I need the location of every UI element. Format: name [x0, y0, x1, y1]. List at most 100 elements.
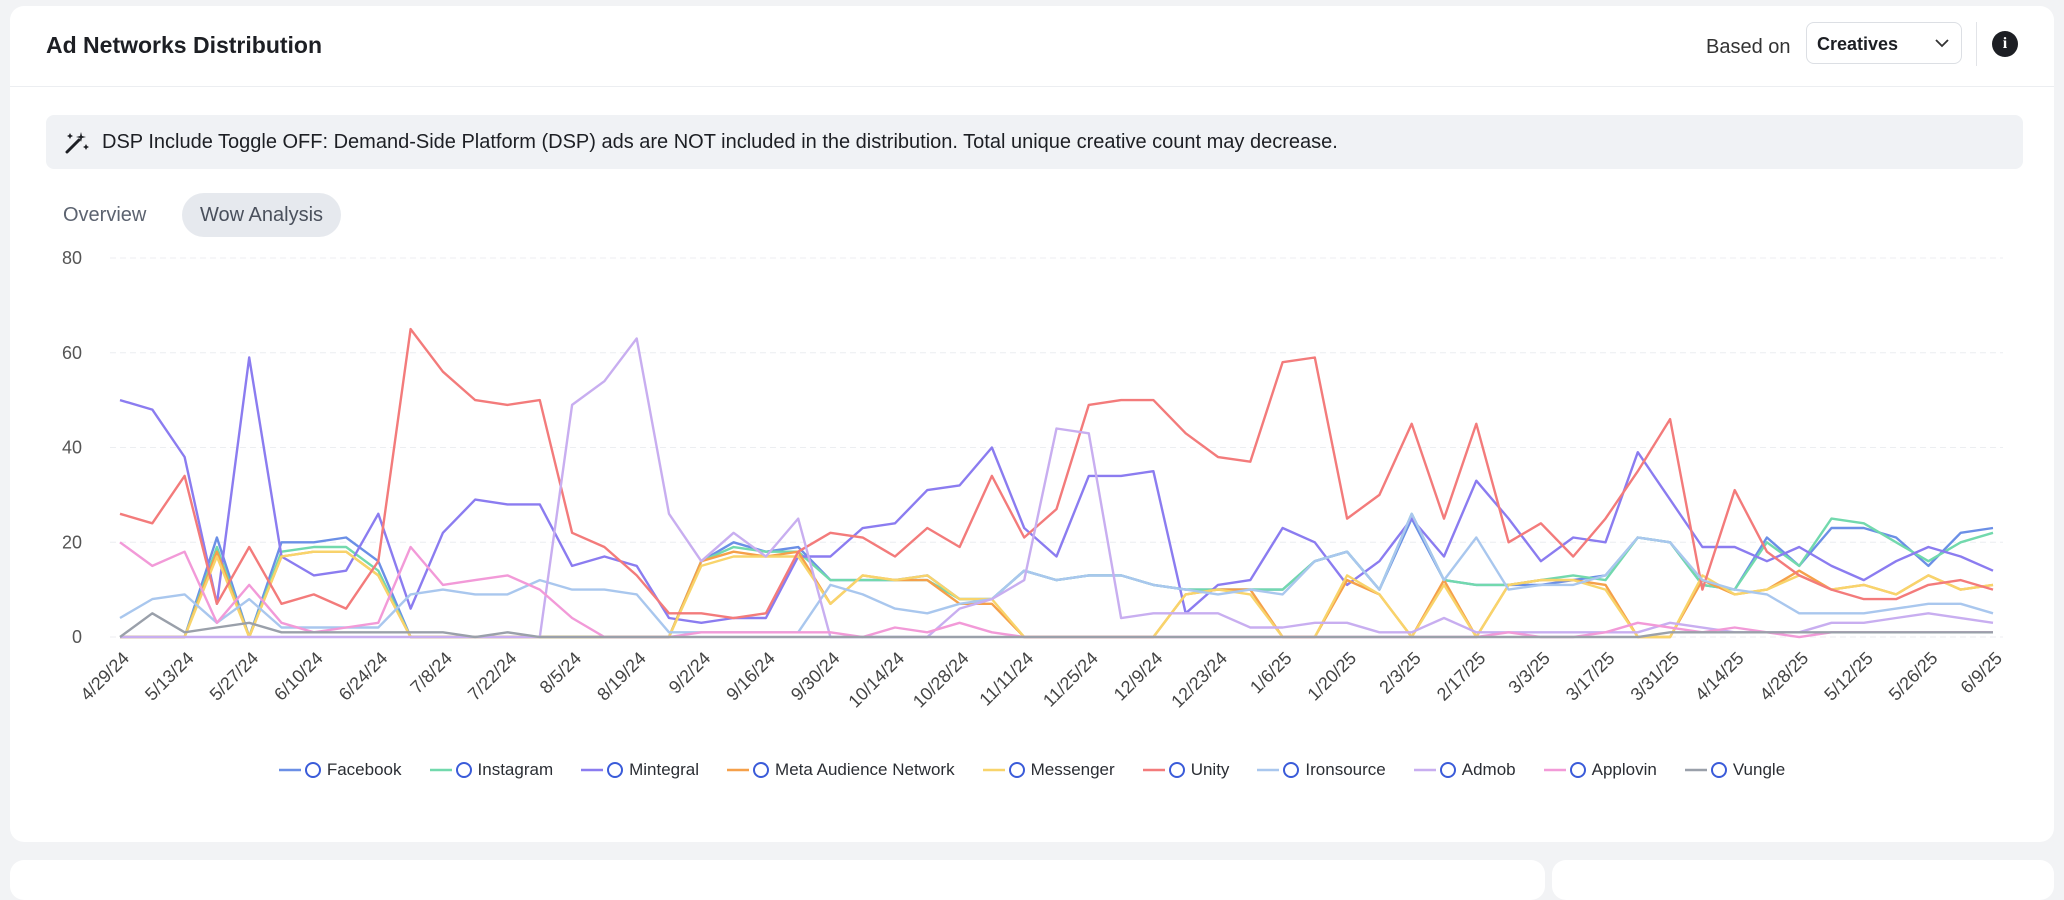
tab[interactable]: Overview: [63, 204, 147, 226]
legend-item[interactable]: Unity: [1142, 760, 1230, 780]
legend-icon: [304, 762, 321, 778]
x-tick-label: 11/11/24: [975, 648, 1037, 710]
legend: Facebook Instagram Mintegral Meta Audience …: [10, 760, 2054, 780]
x-tick-label: 5/13/24: [141, 648, 198, 705]
x-tick-label: 1/20/25: [1304, 648, 1361, 705]
y-tick-label: 20: [62, 532, 82, 552]
wand-icon: [65, 132, 89, 154]
legend-item[interactable]: Messenger: [982, 760, 1115, 780]
y-tick-label: 60: [62, 343, 82, 363]
y-tick-label: 0: [72, 627, 82, 647]
legend-swatch: [1543, 762, 1586, 778]
legend-swatch: [1413, 762, 1456, 778]
chart: 0 20 40 60 80 4/29/24 5/13/24 5/27/24 6/10/24 6/2…: [62, 248, 2007, 712]
y-tick-label: 40: [62, 438, 82, 458]
x-tick-label: 5/26/25: [1885, 648, 1942, 705]
legend-label: Messenger: [1030, 760, 1115, 779]
x-tick-label: 6/24/24: [335, 648, 392, 705]
tab-active[interactable]: Wow Analysis: [182, 193, 342, 237]
x-tick-label: 4/29/24: [76, 648, 133, 705]
series-line: [119, 612, 1993, 639]
legend-item[interactable]: Ironsource: [1257, 760, 1386, 780]
x-tick-label: 9/16/24: [722, 648, 779, 705]
x-tick-label: 3/3/25: [1504, 648, 1554, 698]
legend-icon: [1569, 762, 1586, 778]
based-on-label: Based on: [1706, 36, 1791, 58]
legend-item[interactable]: Vungle: [1684, 760, 1786, 780]
banner-text: DSP Include Toggle OFF: Demand-Side Plat…: [102, 131, 1338, 153]
x-tick-label: 7/22/24: [464, 648, 521, 705]
x-tick-label: 12/23/24: [1167, 648, 1231, 712]
legend-icon: [1439, 762, 1456, 778]
card: [10, 860, 1545, 900]
series-line: [119, 356, 1994, 624]
chevron: [1935, 39, 1949, 48]
dropdown[interactable]: Creatives: [1806, 22, 1962, 64]
divider: [10, 86, 2054, 87]
x-tick-label: 7/8/24: [406, 648, 456, 698]
x-tick-label: 8/5/24: [536, 648, 586, 698]
x-tick-label: 12/9/24: [1110, 648, 1167, 705]
x-tick-label: 2/17/25: [1433, 648, 1490, 705]
legend-icon: [455, 762, 472, 778]
legend-swatch: [1142, 762, 1185, 778]
x-tick-label: 4/14/25: [1691, 648, 1748, 705]
x-tick-label: 1/6/25: [1246, 648, 1296, 698]
legend-swatch: [727, 762, 770, 778]
dropdown-value: Creatives: [1817, 34, 1899, 54]
y-tick-label: 80: [62, 248, 82, 268]
card-title: Ad Networks Distribution: [46, 32, 323, 58]
series-line: [119, 327, 1994, 620]
legend-label: Meta Audience Network: [775, 760, 955, 779]
legend-label: Applovin: [1591, 760, 1657, 779]
x-tick-label: 8/19/24: [593, 648, 650, 705]
legend-icon: [1710, 762, 1727, 778]
x-tick-label: 10/28/24: [909, 648, 973, 712]
x-tick-label: 6/9/25: [1957, 648, 2007, 698]
card: [1552, 860, 2054, 900]
series-line: [120, 550, 1994, 639]
legend-label: Vungle: [1732, 760, 1786, 779]
legend-swatch: [982, 762, 1025, 778]
legend-item[interactable]: Instagram: [429, 760, 554, 780]
legend-item[interactable]: Admob: [1413, 760, 1516, 780]
legend-label: Unity: [1190, 760, 1230, 779]
series-line: [119, 512, 1994, 634]
legend-swatch: [429, 762, 472, 778]
legend-item[interactable]: Applovin: [1543, 760, 1657, 780]
banner: DSP Include Toggle OFF: Demand-Side Plat…: [46, 115, 2023, 169]
legend-label: Facebook: [326, 760, 402, 779]
series-line: [120, 550, 1994, 639]
series-line: [120, 337, 1994, 639]
legend-icon: [1283, 762, 1300, 778]
separator: [1976, 22, 1977, 66]
legend-label: Admob: [1461, 760, 1516, 779]
card: 0 20 40 60 80 4/29/24 5/13/24 5/27/24 6/10/24 6/2…: [10, 6, 2054, 842]
x-tick-label: 9/30/24: [787, 648, 844, 705]
legend-label: Mintegral: [629, 760, 700, 779]
legend-swatch: [581, 762, 624, 778]
x-tick-label: 11/25/24: [1039, 648, 1102, 711]
legend-label: Instagram: [477, 760, 554, 779]
legend-swatch: [1684, 762, 1727, 778]
x-tick-label: 5/12/25: [1820, 648, 1877, 705]
page: {"header": {"based_on": "Based on", "dro…: [10, 6, 2054, 900]
x-tick-label: 4/28/25: [1756, 648, 1813, 705]
x-tick-label: 10/14/24: [844, 648, 908, 712]
x-tick-label: 3/31/25: [1627, 648, 1684, 705]
x-tick-label: 6/10/24: [270, 648, 327, 705]
legend-item[interactable]: Mintegral: [581, 760, 699, 780]
legend-item[interactable]: Facebook: [278, 760, 402, 780]
x-tick-label: 5/27/24: [206, 648, 263, 705]
legend-label: Ironsource: [1305, 760, 1386, 779]
legend-icon: [753, 762, 770, 778]
legend-icon: [1168, 762, 1185, 778]
x-tick-label: 9/2/24: [665, 648, 715, 698]
legend-icon: [1008, 762, 1025, 778]
legend-item[interactable]: Meta Audience Network: [727, 760, 955, 780]
legend-icon: [607, 762, 624, 778]
info-button[interactable]: i: [1992, 31, 2018, 57]
legend-swatch: [278, 762, 321, 778]
x-tick-label: 2/3/25: [1375, 648, 1425, 698]
legend-swatch: [1257, 762, 1300, 778]
